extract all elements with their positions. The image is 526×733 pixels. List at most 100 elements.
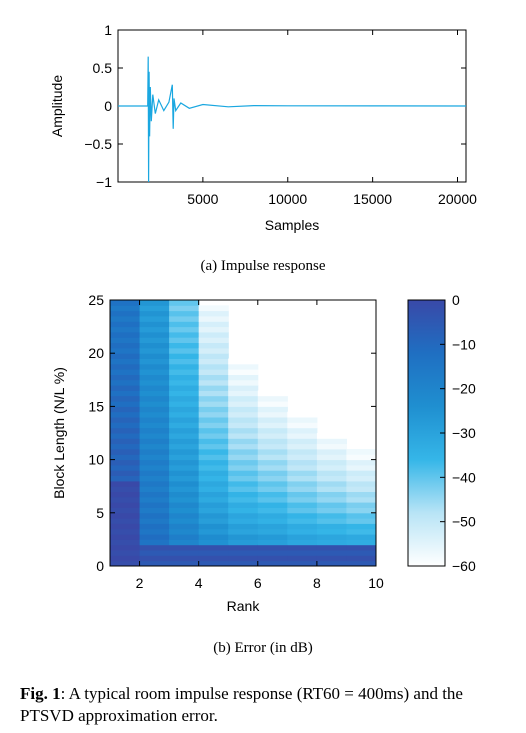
heatmap-cell: [346, 502, 377, 508]
heatmap-cell: [316, 528, 347, 535]
heatmap-cell: [346, 523, 377, 530]
colorbar-tick-label: −10: [452, 336, 476, 352]
heatmap-cell: [257, 459, 288, 466]
heatmap-cell: [257, 470, 288, 476]
heatmap-cell: [287, 443, 318, 450]
heatmap-cell: [139, 496, 170, 503]
heatmap-cell: [110, 560, 141, 567]
heatmap-cell: [110, 305, 141, 312]
heatmap-cell: [110, 502, 141, 508]
heatmap-cell: [169, 528, 200, 535]
heatmap-cell: [198, 331, 229, 338]
heatmap-cell: [287, 459, 318, 466]
heatmap-cell: [110, 347, 141, 354]
heatmap-cell: [169, 544, 200, 551]
heatmap-cell: [110, 512, 141, 519]
caption-a: (a) Impulse response: [200, 258, 326, 274]
heatmap-cell: [110, 486, 141, 492]
heatmap-cell: [139, 475, 170, 482]
y-tick-label-b: 25: [88, 292, 104, 308]
heatmap-cell: [198, 496, 229, 503]
heatmap-cell: [346, 491, 377, 498]
heatmap-cell: [139, 406, 170, 413]
heatmap-cell: [316, 475, 347, 482]
heatmap-cell: [110, 379, 141, 386]
heatmap-cell: [198, 353, 229, 359]
heatmap-cell: [316, 433, 347, 439]
heatmap-cell: [228, 544, 259, 551]
heatmap-cell: [110, 459, 141, 466]
heatmap-cell: [139, 459, 170, 466]
heatmap-cell: [169, 337, 200, 343]
heatmap-cell: [198, 443, 229, 450]
heatmap-cell: [169, 560, 200, 567]
heatmap-cell: [287, 539, 318, 546]
heatmap-cell: [169, 316, 200, 322]
heatmap-cell: [346, 544, 377, 551]
heatmap-cell: [110, 523, 141, 530]
heatmap-cell: [169, 443, 200, 450]
heatmap-cell: [228, 459, 259, 466]
figure-caption-text: : A typical room impulse response (RT60 …: [20, 684, 463, 725]
heatmap-cell: [228, 496, 259, 503]
heatmap-cell: [228, 555, 259, 562]
x-tick-label-b: 10: [368, 575, 384, 591]
heatmap-cell: [169, 550, 200, 556]
heatmap-cell: [139, 454, 170, 461]
heatmap-cell: [139, 480, 170, 487]
heatmap-cell: [139, 422, 170, 429]
heatmap-cell: [139, 331, 170, 338]
heatmap-cell: [169, 331, 200, 338]
heatmap-cell: [316, 491, 347, 498]
heatmap-cell: [257, 496, 288, 503]
heatmap-cell: [346, 454, 377, 461]
heatmap-cell: [198, 475, 229, 482]
heatmap-cell: [198, 449, 229, 455]
y-tick-label-a: −1: [96, 174, 112, 190]
colorbar-tick-label: −60: [452, 558, 476, 574]
heatmap-cell: [139, 507, 170, 514]
x-axis-label-b: Rank: [227, 598, 261, 614]
heatmap-cell: [169, 379, 200, 386]
heatmap-cell: [228, 401, 259, 407]
heatmap-cell: [316, 550, 347, 556]
heatmap-cell: [228, 390, 259, 397]
heatmap-cell: [257, 502, 288, 508]
heatmap-cell: [198, 321, 229, 328]
heatmap-cell: [346, 560, 377, 567]
heatmap-cell: [139, 512, 170, 519]
heatmap-cell: [346, 507, 377, 514]
heatmap-cell: [139, 411, 170, 418]
heatmap-cell: [228, 358, 259, 365]
heatmap-cell: [287, 560, 318, 567]
heatmap-cell: [257, 475, 288, 482]
heatmap-cell: [287, 496, 318, 503]
heatmap-cell: [198, 550, 229, 556]
heatmap-cell: [198, 438, 229, 445]
heatmap-cell: [110, 406, 141, 413]
heatmap-cell: [228, 480, 259, 487]
heatmap-cell: [346, 528, 377, 535]
heatmap-cell: [316, 459, 347, 466]
heatmap-cell: [257, 443, 288, 450]
heatmap-cell: [257, 438, 288, 445]
heatmap-cell: [198, 464, 229, 471]
heatmap-cell: [139, 502, 170, 508]
heatmap-cell: [287, 427, 318, 434]
heatmap-cell: [287, 422, 318, 429]
heatmap-cell: [287, 417, 318, 423]
heatmap-cell: [110, 385, 141, 391]
heatmap-cell: [228, 433, 259, 439]
heatmap-cell: [316, 518, 347, 524]
heatmap-cell: [316, 534, 347, 540]
heatmap-cell: [198, 406, 229, 413]
heatmap-cell: [257, 417, 288, 423]
heatmap-cell: [198, 305, 229, 312]
heatmap-cell: [110, 316, 141, 322]
heatmap-cell: [316, 464, 347, 471]
heatmap-cell: [139, 321, 170, 328]
heatmap-cell: [169, 358, 200, 365]
heatmap-cell: [139, 385, 170, 391]
heatmap-cell: [287, 507, 318, 514]
heatmap-cell: [257, 491, 288, 498]
